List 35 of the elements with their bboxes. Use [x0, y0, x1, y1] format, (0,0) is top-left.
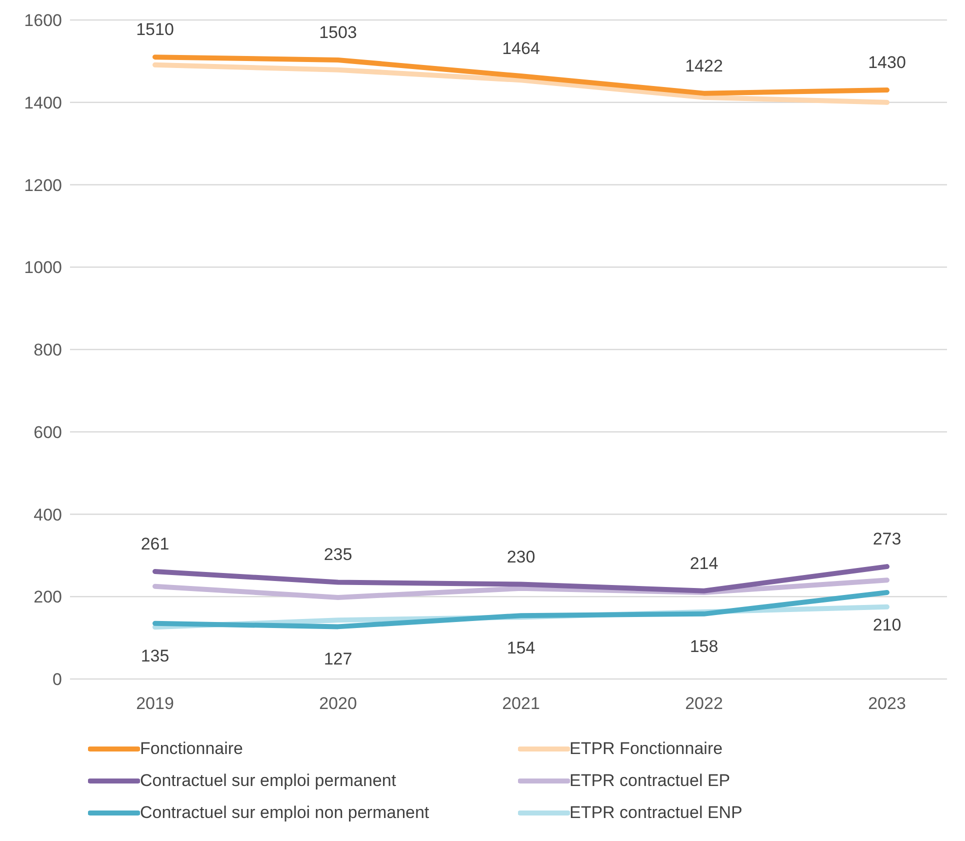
data-label: 135: [140, 646, 170, 666]
y-tick-label: 600: [34, 422, 62, 442]
y-tick-label: 1000: [24, 258, 62, 278]
legend-label: Contractuel sur emploi non permanent: [140, 803, 430, 823]
data-label: 1464: [502, 39, 540, 58]
y-tick-label: 0: [52, 670, 62, 690]
x-tick-label: 2019: [136, 694, 174, 714]
data-label: 1430: [868, 53, 906, 72]
data-label: 214: [690, 554, 718, 573]
data-label: 261: [140, 534, 170, 554]
data-label: 154: [506, 638, 536, 658]
y-tick-label: 800: [34, 340, 62, 360]
legend-label: Contractuel sur emploi permanent: [140, 771, 396, 791]
x-tick-label: 2023: [868, 694, 906, 714]
x-tick-label: 2020: [319, 694, 357, 714]
data-label: 230: [506, 547, 536, 566]
y-tick-label: 1200: [24, 176, 62, 195]
y-tick-label: 200: [34, 588, 62, 607]
legend-label: ETPR contractuel EP: [570, 771, 730, 791]
x-tick-label: 2022: [685, 694, 723, 714]
legend-label: Fonctionnaire: [140, 739, 244, 759]
data-label: 127: [324, 650, 352, 669]
data-label: 235: [324, 545, 352, 564]
x-tick-label: 2021: [502, 694, 540, 714]
data-label: 1422: [685, 56, 723, 76]
data-label: 210: [872, 616, 902, 635]
data-label: 158: [690, 636, 718, 656]
y-tick-label: 400: [34, 505, 62, 524]
legend-label: ETPR Fonctionnaire: [570, 739, 723, 759]
legend-label: ETPR contractuel ENP: [570, 803, 742, 823]
data-label: 1510: [136, 20, 174, 40]
data-label: 1503: [319, 22, 357, 42]
y-tick-label: 1400: [24, 93, 62, 112]
data-label: 273: [872, 530, 902, 549]
y-tick-label: 1600: [24, 11, 62, 30]
